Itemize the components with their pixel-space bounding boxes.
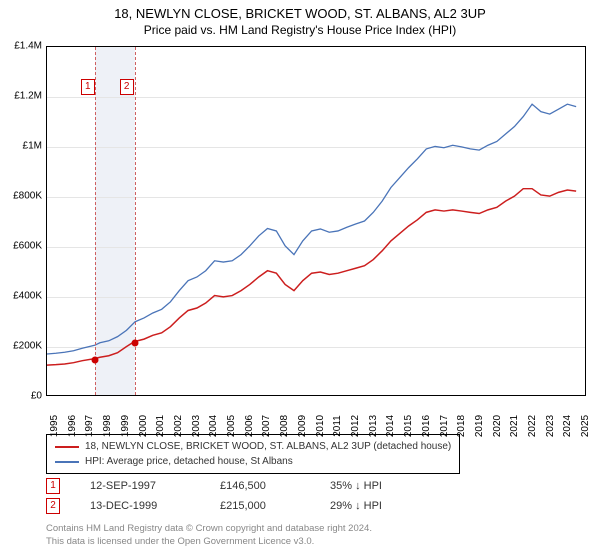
record-row: 2 13-DEC-1999 £215,000 29% ↓ HPI [46, 496, 430, 516]
x-tick-label: 2010 [315, 415, 326, 437]
x-tick-label: 2014 [385, 415, 396, 437]
x-tick-label: 2003 [191, 415, 202, 437]
x-tick-label: 2005 [226, 415, 237, 437]
y-tick-label: £1.2M [2, 91, 42, 102]
x-tick-label: 2009 [297, 415, 308, 437]
x-tick-label: 2016 [421, 415, 432, 437]
legend-label: 18, NEWLYN CLOSE, BRICKET WOOD, ST. ALBA… [85, 439, 451, 454]
x-tick-label: 2019 [474, 415, 485, 437]
chart-container: 18, NEWLYN CLOSE, BRICKET WOOD, ST. ALBA… [0, 0, 600, 560]
chart-svg [47, 47, 585, 395]
footer-line: Contains HM Land Registry data © Crown c… [46, 522, 372, 535]
record-marker: 2 [46, 498, 60, 514]
x-tick-label: 2023 [545, 415, 556, 437]
x-tick-label: 2004 [208, 415, 219, 437]
chart-title-address: 18, NEWLYN CLOSE, BRICKET WOOD, ST. ALBA… [0, 0, 600, 21]
x-tick-label: 2017 [439, 415, 450, 437]
legend-swatch-blue [55, 461, 79, 463]
footer-line: This data is licensed under the Open Gov… [46, 535, 372, 548]
legend-swatch-red [55, 446, 79, 448]
x-tick-label: 2002 [173, 415, 184, 437]
series-line-red [47, 189, 576, 365]
sale-date-line [95, 47, 96, 395]
y-tick-label: £1.4M [2, 41, 42, 52]
x-tick-label: 2006 [244, 415, 255, 437]
sale-marker-badge: 2 [120, 79, 134, 95]
x-tick-label: 1995 [49, 415, 60, 437]
footer-attribution: Contains HM Land Registry data © Crown c… [46, 522, 372, 548]
x-tick-label: 2013 [368, 415, 379, 437]
legend-row: HPI: Average price, detached house, St A… [55, 454, 451, 469]
x-tick-label: 2000 [138, 415, 149, 437]
x-tick-label: 2025 [580, 415, 591, 437]
chart-legend: 18, NEWLYN CLOSE, BRICKET WOOD, ST. ALBA… [46, 434, 460, 474]
sale-point-dot [131, 340, 138, 347]
x-tick-label: 2012 [350, 415, 361, 437]
x-tick-label: 1999 [120, 415, 131, 437]
x-tick-label: 2007 [261, 415, 272, 437]
y-tick-label: £800K [2, 191, 42, 202]
record-pct: 29% ↓ HPI [330, 500, 430, 512]
x-tick-label: 1997 [84, 415, 95, 437]
chart-title-sub: Price paid vs. HM Land Registry's House … [0, 21, 600, 37]
y-tick-label: £1M [2, 141, 42, 152]
record-date: 13-DEC-1999 [90, 500, 220, 512]
legend-label: HPI: Average price, detached house, St A… [85, 454, 293, 469]
record-pct: 35% ↓ HPI [330, 480, 430, 492]
record-date: 12-SEP-1997 [90, 480, 220, 492]
series-line-blue [47, 104, 576, 354]
y-tick-label: £600K [2, 241, 42, 252]
x-tick-label: 2022 [527, 415, 538, 437]
x-tick-label: 2015 [403, 415, 414, 437]
x-tick-label: 2008 [279, 415, 290, 437]
y-tick-label: £0 [2, 391, 42, 402]
x-tick-label: 1998 [102, 415, 113, 437]
y-tick-label: £200K [2, 341, 42, 352]
sale-marker-badge: 1 [81, 79, 95, 95]
x-tick-label: 2021 [509, 415, 520, 437]
record-row: 1 12-SEP-1997 £146,500 35% ↓ HPI [46, 476, 430, 496]
y-tick-label: £400K [2, 291, 42, 302]
sale-point-dot [91, 357, 98, 364]
record-price: £215,000 [220, 500, 330, 512]
x-tick-label: 2001 [155, 415, 166, 437]
x-tick-label: 2024 [562, 415, 573, 437]
x-tick-label: 2018 [456, 415, 467, 437]
x-tick-label: 2020 [492, 415, 503, 437]
record-marker: 1 [46, 478, 60, 494]
x-tick-label: 2011 [332, 415, 343, 437]
x-tick-label: 1996 [67, 415, 78, 437]
chart-plot-area: 12 [46, 46, 586, 396]
sale-records: 1 12-SEP-1997 £146,500 35% ↓ HPI 2 13-DE… [46, 476, 430, 516]
record-price: £146,500 [220, 480, 330, 492]
legend-row: 18, NEWLYN CLOSE, BRICKET WOOD, ST. ALBA… [55, 439, 451, 454]
